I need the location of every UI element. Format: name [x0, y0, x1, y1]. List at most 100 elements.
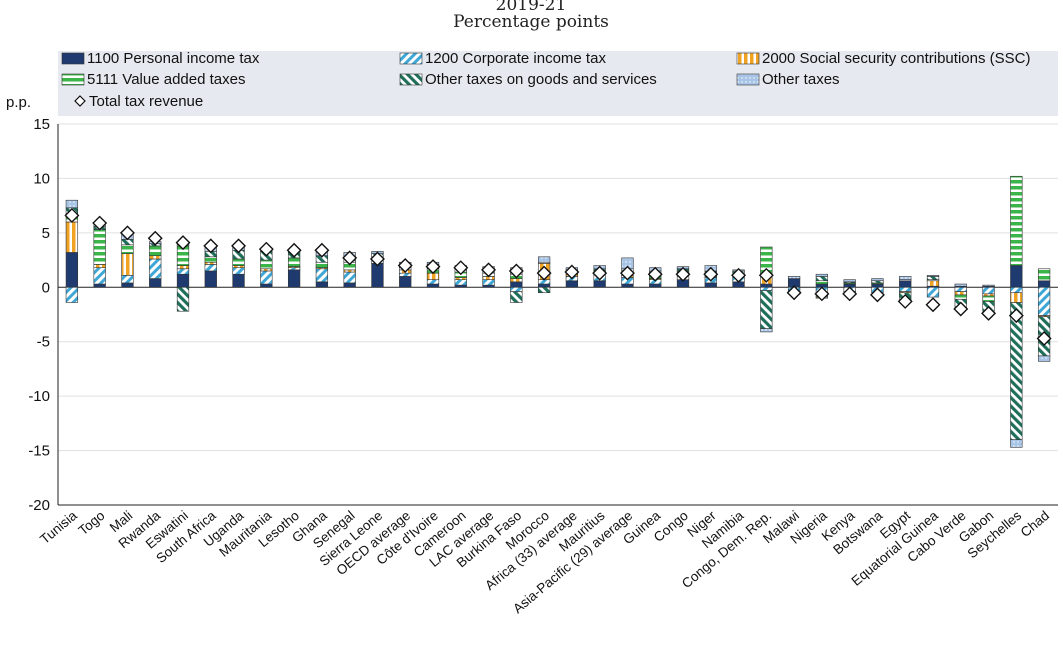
bar-segment [287, 267, 301, 271]
total-marker [119, 225, 135, 241]
bar-segment [704, 282, 717, 288]
x-tick-label: Chad [1018, 508, 1052, 540]
legend-label: Other taxes [762, 71, 840, 88]
bars [65, 175, 1051, 448]
bar-segment [149, 278, 162, 288]
bar-segment [65, 252, 79, 288]
bar-segment [760, 286, 773, 291]
bar-segment [260, 270, 273, 285]
total-marker [342, 250, 358, 266]
bar-segment [926, 275, 940, 277]
bar-segment [1010, 292, 1023, 303]
total-marker [703, 266, 719, 282]
bar-segment [537, 283, 551, 288]
legend-label: Other taxes on goods and services [425, 71, 657, 88]
bar-segment [121, 253, 134, 276]
bar-segment [871, 280, 884, 284]
bar-segment [537, 286, 551, 294]
bar-segment [649, 283, 662, 288]
bar-segment [621, 283, 634, 288]
bar-segment [176, 273, 190, 288]
bar-segment [1037, 355, 1051, 362]
bar-segment [926, 286, 940, 298]
gridlines [58, 123, 1058, 452]
bar-segment [954, 283, 967, 287]
total-marker [564, 264, 580, 280]
bar-segment [176, 265, 190, 270]
total-marker [64, 207, 80, 223]
total-marker [314, 242, 330, 258]
legend-box [58, 51, 1058, 116]
legend-swatch [61, 73, 85, 86]
total-marker [453, 260, 469, 276]
bar-segment [1010, 265, 1023, 288]
legend-swatch [736, 52, 760, 65]
total-marker [731, 267, 747, 283]
bar-segment [176, 268, 190, 275]
total-marker [425, 259, 441, 275]
bar-segment [1010, 286, 1023, 294]
bar-segment [232, 265, 245, 268]
legend-swatch [736, 73, 760, 86]
bar-segment [204, 261, 217, 265]
total-marker [1008, 308, 1024, 324]
bar-segment [399, 272, 412, 277]
legend-label: 1100 Personal income tax [87, 50, 260, 67]
bar-segment [1037, 280, 1051, 288]
legend-label: 2000 Social security contributions (SSC) [762, 50, 1030, 67]
legend-label: 5111 Value added taxes [87, 71, 245, 88]
bar-segment [426, 279, 440, 285]
bar-segment [982, 295, 995, 302]
total-marker [286, 242, 302, 258]
bar-segment [1010, 302, 1023, 440]
bar-segment [232, 273, 245, 288]
total-marker [814, 286, 830, 302]
legend-swatch [399, 52, 423, 65]
bar-segment [760, 290, 773, 329]
total-marker [92, 215, 108, 231]
bar-segment [426, 272, 440, 280]
bar-segment [149, 245, 162, 257]
total-marker [925, 297, 941, 313]
total-marker [619, 265, 635, 281]
total-marker [981, 305, 997, 321]
total-marker [175, 235, 191, 251]
bar-segment [510, 286, 523, 292]
bar-segment [315, 261, 329, 268]
bar-segment [232, 267, 245, 275]
bar-segment [815, 280, 829, 285]
y-axis-label: p.p. [6, 94, 31, 111]
bar-segment [121, 244, 134, 254]
bar-segment [93, 283, 106, 288]
bar-segment [926, 276, 940, 280]
bar-segment [815, 276, 829, 282]
total-marker [258, 241, 274, 257]
total-marker [842, 286, 858, 302]
bar-segment [204, 264, 217, 272]
bar-segment [287, 269, 301, 288]
bar-segment [149, 255, 162, 260]
total-marker [758, 267, 774, 283]
bar-segment [204, 270, 217, 288]
bar-segment [982, 284, 995, 287]
total-marker [897, 293, 913, 309]
bar-segment [343, 271, 356, 284]
bar-segment [260, 283, 273, 288]
bar-segment [926, 280, 940, 287]
chart-title: 2019-21 [496, 0, 567, 15]
legend-total-label: Total tax revenue [89, 93, 203, 110]
y-tick-label: 10 [33, 170, 50, 187]
total-marker [869, 287, 885, 303]
bar-segment [565, 280, 579, 288]
legend-total-marker [74, 95, 86, 107]
bar-segment [899, 276, 912, 280]
total-marker [203, 238, 219, 254]
bar-segment [1037, 286, 1051, 316]
bar-segment [871, 283, 884, 288]
legend-swatch [61, 52, 85, 65]
y-axis: 15 10 5 0 -5 -10 -15 -20 [28, 116, 1058, 514]
y-tick-label: -10 [28, 388, 50, 405]
bar-segment [149, 258, 162, 279]
bar-segment [454, 284, 467, 288]
